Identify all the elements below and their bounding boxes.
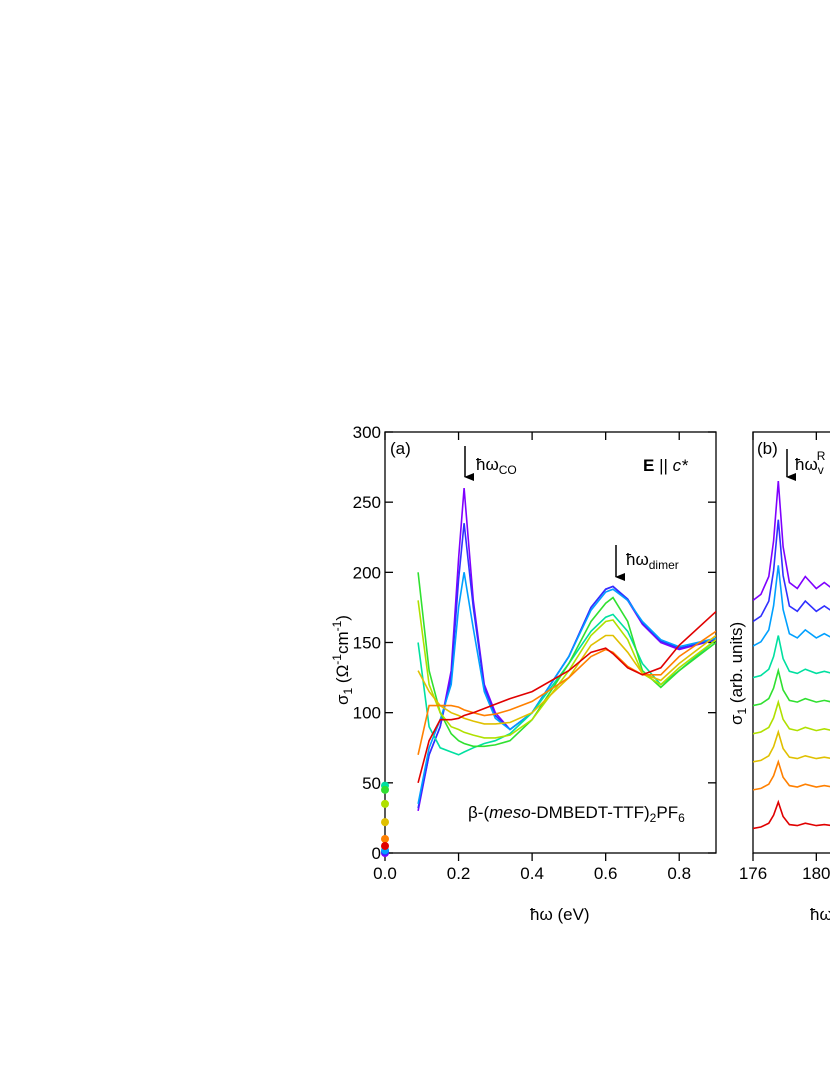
y-label-part: 1: [341, 688, 355, 695]
series-line: [753, 481, 830, 602]
series-line: [417, 611, 716, 784]
x-label-unit: (eV): [553, 905, 590, 924]
x-tick-label: 180: [802, 864, 830, 883]
parallel: ||: [654, 456, 672, 475]
plot-frame: [752, 431, 830, 854]
annotation-sup: R: [817, 449, 826, 463]
x-tick-label: 0.0: [373, 864, 397, 883]
series-line: [753, 799, 830, 830]
sample-part: meso: [489, 803, 531, 822]
x-tick-label: 0.8: [667, 864, 691, 883]
annotation-sub: CO: [499, 463, 517, 477]
series-line: [753, 759, 830, 791]
sample-part: 6: [678, 811, 685, 825]
annotation-text: ħω: [795, 455, 818, 474]
y-label-part: σ: [333, 694, 352, 705]
y-label-part: 1: [735, 708, 749, 715]
series-line: [417, 600, 716, 739]
y-label: σ1 (arb. units): [727, 622, 749, 725]
annotation-sub: v: [818, 463, 824, 477]
annotation: ħωCO: [476, 455, 517, 477]
panel-a: 0.0 0.2 0.4 0.6 0.8 0 50 100 150 200 250 300: [353, 423, 717, 883]
sample-part: -DMBEDT-TTF): [531, 803, 650, 822]
y-label-part: -1: [330, 620, 344, 631]
y-label-part: ): [333, 615, 352, 621]
dc-point: [381, 841, 389, 850]
annotation-sub: dimer: [649, 558, 679, 572]
y-label-part: cm: [333, 631, 352, 654]
series-line: [753, 565, 830, 647]
y-label-part: σ: [727, 714, 746, 725]
dc-point: [381, 818, 389, 827]
x-tick-label: 176: [739, 864, 767, 883]
series-line: [753, 699, 830, 735]
annotation-text: ħω: [476, 455, 499, 474]
x-label: ħω: [810, 905, 830, 924]
dc-point: [381, 834, 389, 843]
y-label-part: (arb. units): [727, 622, 746, 708]
panel-b: 176 180: [739, 431, 830, 883]
y-tick-label: 50: [362, 774, 381, 793]
annotation: ħωdimer: [626, 550, 679, 572]
axis: c*: [673, 456, 690, 475]
y-tick-label: 200: [353, 563, 381, 582]
series-line: [417, 572, 716, 805]
x-tick-label: 0.6: [594, 864, 618, 883]
annotation-text: ħω: [626, 550, 649, 569]
y-tick-label: 150: [353, 634, 381, 653]
x-tick-label: 0.4: [520, 864, 544, 883]
field: E: [643, 456, 654, 475]
x-label: ħω (eV): [530, 905, 590, 924]
series-line: [417, 613, 716, 756]
y-tick-label: 250: [353, 493, 381, 512]
polarization: E || c*: [643, 456, 689, 475]
x-tick-label: 0.2: [447, 864, 471, 883]
y-tick-label: 100: [353, 704, 381, 723]
y-label: σ1 (Ω-1cm-1): [330, 615, 355, 705]
dc-point: [381, 799, 389, 808]
dc-point: [381, 785, 389, 794]
panel-label: (b): [757, 439, 778, 458]
sample-part: PF: [656, 803, 678, 822]
series-line: [753, 519, 830, 623]
series-line: [753, 667, 830, 707]
y-label-part: (Ω: [333, 665, 352, 688]
y-tick-label: 0: [372, 844, 381, 863]
series-line: [417, 634, 716, 725]
y-tick-label: 300: [353, 423, 381, 442]
sample-part: β-(: [468, 803, 489, 822]
plot-area: [753, 481, 830, 830]
annotation: ħωvR: [795, 449, 826, 477]
sample: β-(meso-DMBEDT-TTF)2PF6: [468, 803, 685, 825]
x-label-symbol: ħω: [530, 905, 553, 924]
y-label-part: -1: [330, 654, 344, 665]
series-line: [753, 729, 830, 763]
series-line: [753, 635, 830, 679]
series-line: [417, 630, 716, 755]
series-line: [417, 572, 716, 748]
panel-label: (a): [390, 439, 411, 458]
plot-area: [417, 488, 716, 812]
sample-part: 2: [650, 811, 657, 825]
